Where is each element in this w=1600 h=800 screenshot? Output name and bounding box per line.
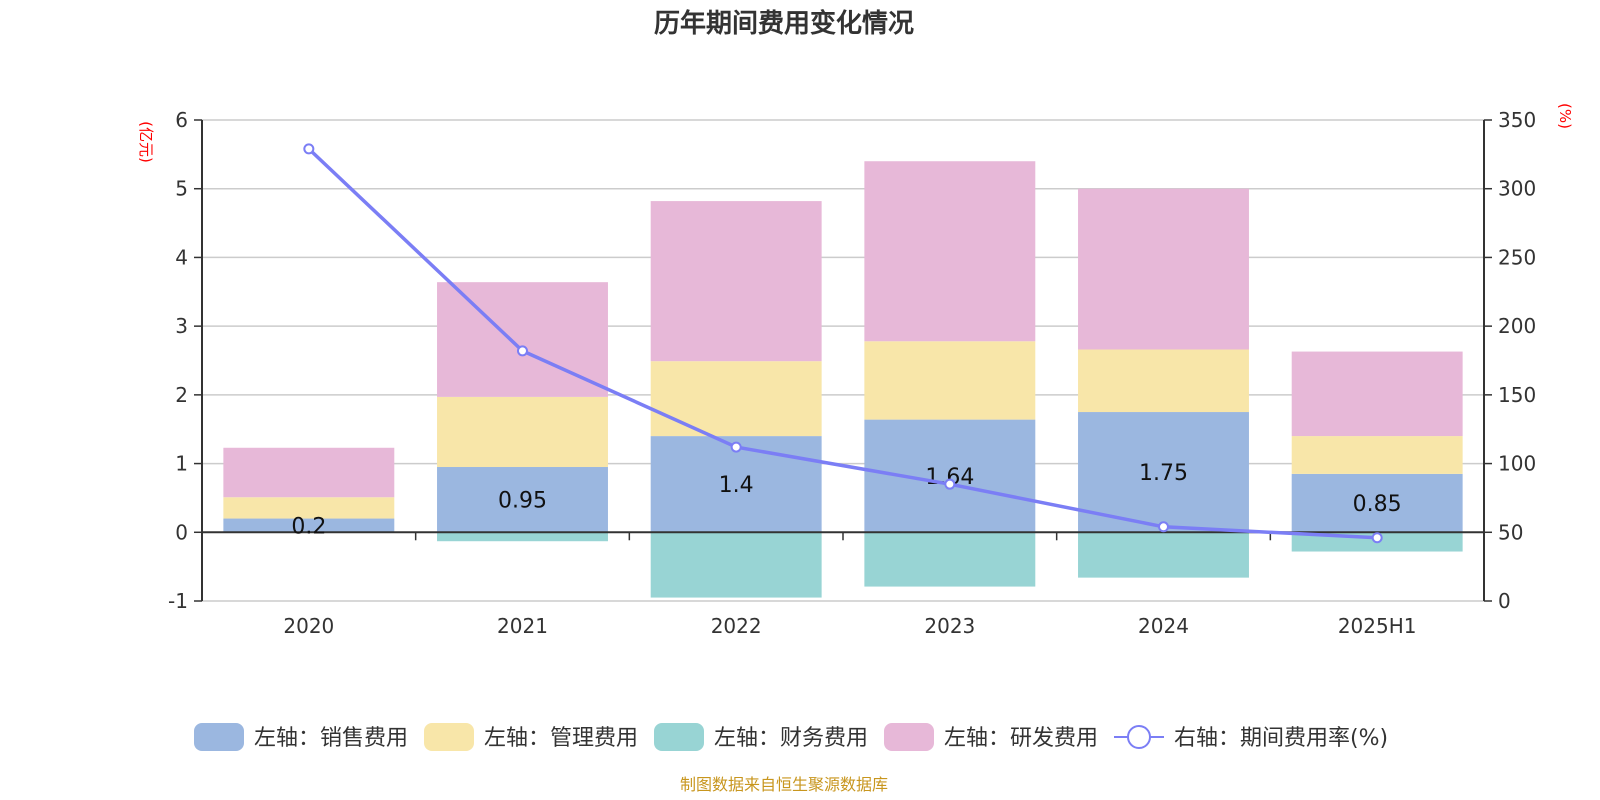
chart-title: 历年期间费用变化情况 — [654, 8, 914, 39]
axes: -1 0 1 2 3 4 5 6 0 50 100 150 200 250 300 350 2020 2021 20… — [168, 108, 1536, 638]
legend: 左轴：销售费用 左轴：管理费用 左轴：财务费用 左轴：研发费用 右轴：期间费用率(%) — [194, 723, 1388, 751]
bar-segment — [1078, 532, 1249, 578]
legend-label: 左轴：销售费用 — [254, 726, 408, 751]
right-axis-tick-label: 350 — [1498, 108, 1536, 132]
legend-swatch — [424, 723, 474, 751]
line-layer — [303, 143, 1383, 544]
legend-marker-icon — [1127, 725, 1151, 749]
left-axis-tick-label: -1 — [168, 589, 188, 613]
legend-label: 左轴：研发费用 — [944, 726, 1098, 751]
left-axis-tick-label: 0 — [175, 520, 188, 544]
left-axis-tick-label: 2 — [175, 383, 188, 407]
x-axis-tick-label: 2022 — [711, 614, 762, 638]
expense-rate-point — [1158, 521, 1169, 533]
bar-value-label: 0.95 — [498, 489, 547, 514]
x-axis-tick-label: 2021 — [497, 614, 548, 638]
bar-segment — [437, 396, 608, 468]
right-axis-tick-label: 150 — [1498, 383, 1536, 407]
expense-rate-point — [1371, 532, 1383, 544]
bar-segment — [437, 467, 608, 533]
bar-segment — [1078, 188, 1249, 350]
left-axis-unit: (亿元) — [137, 121, 155, 163]
right-axis-unit: (%) — [1556, 103, 1574, 129]
bar-segment — [864, 532, 1036, 587]
legend-swatch — [654, 723, 704, 751]
bar-value-label: 1.75 — [1139, 461, 1188, 486]
x-axis-tick-label: 2024 — [1138, 614, 1189, 638]
bar-segment — [1078, 412, 1249, 533]
x-axis-tick-label: 2023 — [924, 614, 975, 638]
right-axis-tick-label: 300 — [1498, 177, 1536, 201]
bar-segment — [1078, 349, 1249, 413]
right-axis-tick-label: 0 — [1498, 589, 1511, 613]
right-axis-tick-label: 100 — [1498, 452, 1536, 476]
expense-rate-line — [307, 147, 1378, 540]
left-axis-tick-label: 5 — [175, 177, 188, 201]
bar-segment — [223, 518, 395, 533]
bar-segment — [650, 532, 822, 598]
bar-segment — [223, 497, 395, 519]
x-axis-tick-label: 2020 — [283, 614, 334, 638]
right-axis-tick-label: 50 — [1498, 520, 1523, 544]
bar-segment — [1291, 473, 1463, 533]
legend-item: 右轴：期间费用率(%) — [1114, 725, 1388, 751]
bar-segment — [1291, 436, 1463, 474]
x-axis-tick-label: 2025H1 — [1338, 614, 1417, 638]
expense-rate-point — [944, 478, 956, 490]
legend-swatch — [884, 723, 934, 751]
left-axis-tick-label: 3 — [175, 314, 188, 338]
bar-segment — [864, 341, 1036, 420]
right-axis-tick-label: 250 — [1498, 245, 1536, 269]
bar-segment — [650, 361, 822, 437]
legend-label: 左轴：财务费用 — [714, 726, 868, 751]
bar-segment — [864, 161, 1036, 342]
source-note: 制图数据来自恒生聚源数据库 — [680, 775, 888, 794]
bar-segment — [223, 447, 395, 498]
legend-item: 左轴：财务费用 — [654, 723, 868, 751]
expense-rate-point — [517, 345, 528, 357]
bar-value-label: 0.2 — [291, 514, 326, 539]
bar-segment — [1291, 351, 1463, 437]
legend-label: 左轴：管理费用 — [484, 726, 638, 751]
legend-item: 左轴：销售费用 — [194, 723, 408, 751]
expense-rate-point — [303, 143, 315, 155]
bar-segment — [650, 201, 822, 362]
legend-item: 左轴：研发费用 — [884, 723, 1098, 751]
bar-value-label: 1.4 — [719, 473, 754, 498]
left-axis-tick-label: 6 — [175, 108, 188, 132]
bar-segment — [437, 532, 608, 542]
bar-labels: 0.20.951.4 1.64 1.750.85 — [291, 461, 1401, 539]
expense-rate-point — [730, 441, 742, 453]
right-axis-tick-label: 200 — [1498, 314, 1536, 338]
grid-lines — [202, 119, 1484, 602]
bar-value-label: 0.85 — [1353, 492, 1402, 517]
left-axis-tick-label: 4 — [175, 245, 188, 269]
left-axis-tick-label: 1 — [175, 452, 188, 476]
legend-swatch — [194, 723, 244, 751]
legend-item: 左轴：管理费用 — [424, 723, 638, 751]
legend-label: 右轴：期间费用率(%) — [1174, 726, 1388, 751]
